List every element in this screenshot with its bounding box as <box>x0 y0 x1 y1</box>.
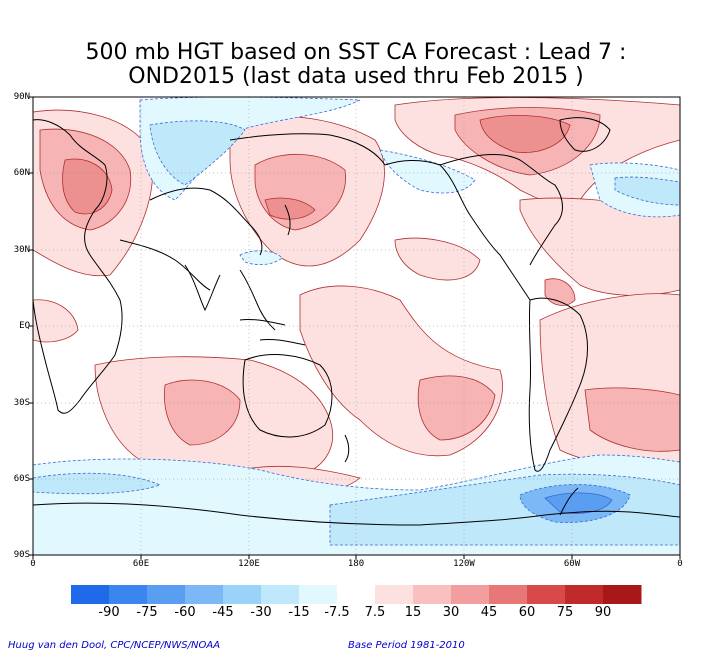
colorbar-swatch <box>375 585 414 604</box>
colorbar-swatch <box>147 585 186 604</box>
lon-label-60w: 60W <box>563 559 581 569</box>
axis-ticks <box>29 96 681 559</box>
colorbar-swatch <box>451 585 490 604</box>
lat-label-60s: 60S <box>13 474 30 484</box>
colorbar-swatch <box>489 585 528 604</box>
colorbar-label: 75 <box>556 605 574 620</box>
colorbar-swatch <box>185 585 224 604</box>
colorbar-label: -30 <box>250 605 272 620</box>
colorbar-swatch <box>261 585 300 604</box>
lon-label-0: 0 <box>30 559 36 569</box>
colorbar-swatch <box>223 585 262 604</box>
lat-label-30n: 30N <box>13 245 30 255</box>
lon-label-60e: 60E <box>132 559 150 569</box>
lat-label-eq: EQ <box>19 321 30 331</box>
colorbar-swatch <box>565 585 604 604</box>
colorbar-label: 30 <box>442 605 460 620</box>
lon-label-0-east: 0 <box>677 559 683 569</box>
colorbar-label: 7.5 <box>364 605 386 620</box>
lon-label-180: 180 <box>347 559 365 569</box>
colorbar-swatch <box>527 585 566 604</box>
footer-credit: Huug van den Dool, CPC/NCEP/NWS/NOAA <box>8 640 221 651</box>
chart-title-line1: 500 mb HGT based on SST CA Forecast : Le… <box>85 40 627 65</box>
colorbar-label: -45 <box>212 605 234 620</box>
colorbar-label: -60 <box>174 605 196 620</box>
negative-anomaly-deep <box>544 492 613 514</box>
lat-label-90n: 90N <box>13 92 30 102</box>
colorbar-swatch <box>337 585 376 604</box>
lon-label-120e: 120E <box>238 559 260 569</box>
colorbar-label: 60 <box>518 605 536 620</box>
colorbar-swatch <box>603 585 642 604</box>
chart-title-line2: OND2015 (last data used thru Feb 2015 ) <box>128 64 584 89</box>
colorbar <box>71 585 642 604</box>
lon-label-120w: 120W <box>453 559 475 569</box>
colorbar-swatch <box>413 585 452 604</box>
lat-label-60n: 60N <box>13 168 30 178</box>
lat-label-30s: 30S <box>13 398 30 408</box>
footer-base-period: Base Period 1981-2010 <box>348 640 465 651</box>
colorbar-label: -75 <box>136 605 158 620</box>
colorbar-swatch <box>71 585 110 604</box>
colorbar-swatch <box>109 585 148 604</box>
graticule <box>33 97 680 555</box>
colorbar-swatch <box>299 585 338 604</box>
lat-label-90s: 90S <box>13 550 30 560</box>
positive-anomaly-peaks <box>62 115 571 220</box>
coastlines <box>33 117 680 526</box>
colorbar-label: 90 <box>594 605 612 620</box>
colorbar-label: -15 <box>288 605 310 620</box>
colorbar-label: -90 <box>98 605 120 620</box>
colorbar-label: -7.5 <box>324 605 350 620</box>
colorbar-label: 15 <box>404 605 422 620</box>
colorbar-label: 45 <box>480 605 498 620</box>
